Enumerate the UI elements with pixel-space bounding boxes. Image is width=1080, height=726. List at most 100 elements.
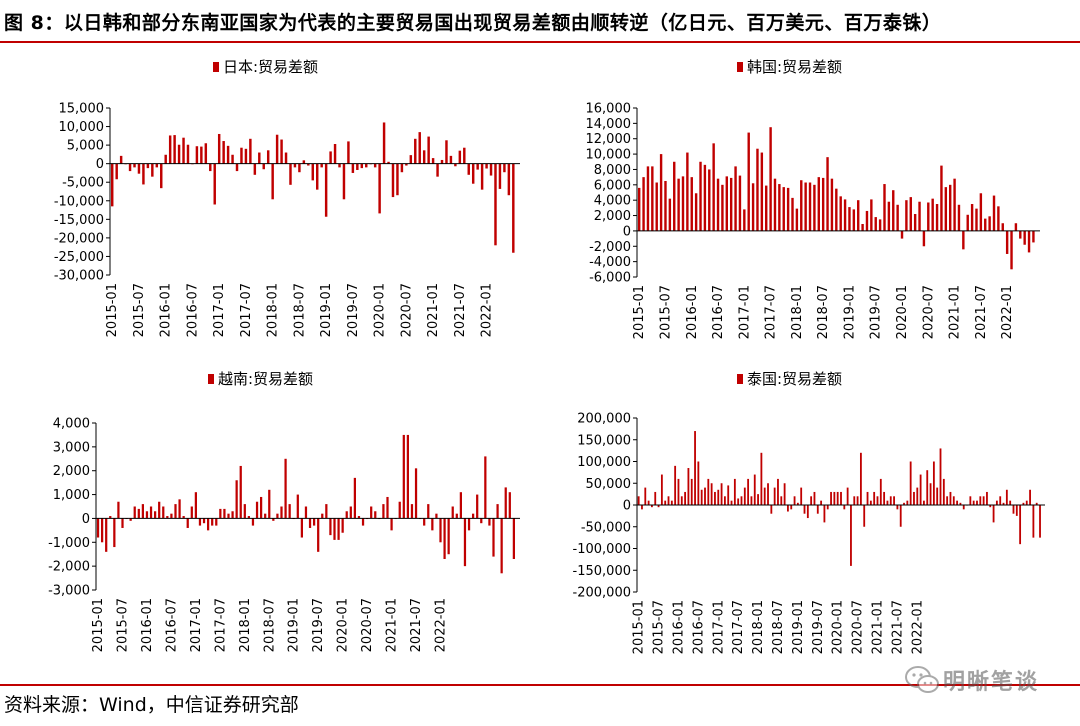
bar	[783, 483, 786, 505]
bar	[986, 491, 988, 505]
bar	[892, 190, 895, 231]
bar	[251, 518, 255, 526]
bar	[743, 209, 746, 231]
x-tick-label: 2015-07	[658, 285, 673, 339]
bar	[843, 199, 847, 231]
bar	[280, 139, 283, 164]
bar	[730, 500, 733, 505]
bar	[664, 500, 667, 505]
y-tick-label: 6,000	[594, 178, 631, 193]
bar	[916, 487, 919, 505]
chart-svg-vietnam: 越南:贸易差额 4,000 3,000 2,000 1,000 0 -1,000 -2,000…	[48, 370, 520, 652]
bar	[846, 487, 849, 505]
bar	[100, 518, 104, 543]
bar	[498, 163, 502, 189]
bar	[1032, 230, 1035, 243]
bar	[317, 518, 320, 552]
chart-svg-korea: 韩国:贸易差额 16,00014,00012,00010,0008,0006,00…	[586, 58, 1040, 339]
bar	[211, 518, 214, 526]
legend: 日本:贸易差额	[213, 58, 318, 76]
x-tick-label: 2016-07	[164, 598, 179, 652]
bar	[962, 505, 965, 510]
bar	[641, 505, 643, 510]
bar	[1019, 230, 1022, 239]
legend: 越南:贸易差额	[208, 370, 313, 388]
bar	[378, 163, 381, 214]
legend-swatch	[213, 62, 219, 72]
bar	[168, 135, 172, 164]
bar	[830, 178, 834, 231]
bar	[1014, 223, 1018, 231]
bar	[725, 176, 728, 231]
bar	[249, 138, 252, 164]
bar	[151, 163, 154, 177]
bar	[919, 474, 922, 505]
bar	[386, 496, 389, 519]
source-note: 资料来源：Wind，中信证券研究部	[4, 694, 299, 716]
bar	[1029, 489, 1031, 505]
x-tick-label: 2020-07	[399, 283, 414, 337]
bar	[975, 208, 978, 231]
bar	[222, 141, 225, 164]
bar	[324, 163, 328, 217]
y-tick-label: -20,000	[54, 231, 104, 246]
bar	[231, 154, 234, 164]
bar	[843, 505, 846, 510]
bar	[804, 182, 807, 231]
bar	[276, 513, 279, 519]
bar	[852, 209, 856, 231]
bar	[859, 452, 862, 505]
bar	[949, 184, 952, 231]
bar	[235, 163, 239, 172]
bar	[496, 504, 499, 519]
bar	[312, 518, 316, 526]
bar	[918, 201, 921, 231]
bar	[878, 219, 882, 231]
bar	[471, 513, 475, 519]
bar	[1035, 502, 1038, 505]
bar	[677, 178, 680, 231]
legend: 韩国:贸易差额	[737, 58, 842, 76]
bar	[500, 518, 503, 574]
bar	[342, 163, 346, 200]
y-tick-label: 14,000	[586, 117, 632, 132]
bar	[770, 505, 773, 514]
bar	[115, 163, 118, 180]
legend-swatch	[208, 374, 214, 384]
bar	[406, 434, 409, 519]
bar	[823, 505, 826, 523]
y-tick-label: 100,000	[577, 455, 631, 470]
bar	[435, 513, 438, 519]
x-tick-label: 2015-07	[116, 598, 131, 652]
bar	[160, 163, 163, 189]
bar	[357, 516, 361, 519]
x-tick-label: 2019-07	[311, 598, 326, 652]
bar	[284, 152, 288, 164]
bar	[780, 496, 783, 505]
bar	[1009, 500, 1012, 505]
bar	[997, 206, 1000, 231]
bar	[166, 516, 169, 519]
bar	[905, 200, 908, 231]
bar	[264, 513, 267, 519]
y-tick-label: 16,000	[586, 102, 632, 117]
bar	[239, 465, 242, 519]
bar	[972, 500, 975, 505]
bar	[795, 208, 799, 231]
bar	[773, 178, 777, 231]
bar	[382, 504, 385, 519]
bar	[765, 185, 768, 231]
bar	[1005, 489, 1008, 505]
x-tick-label: 2015-07	[652, 600, 667, 654]
bar	[488, 518, 491, 526]
bar	[817, 177, 820, 231]
y-tick-label: 5,000	[67, 139, 104, 154]
bar	[121, 518, 124, 528]
bar	[391, 163, 395, 198]
bar	[773, 487, 776, 505]
bar	[178, 499, 181, 519]
x-tick-label: 2016-01	[685, 285, 700, 339]
bar	[637, 496, 640, 505]
bar	[729, 177, 733, 231]
bar	[833, 491, 836, 505]
